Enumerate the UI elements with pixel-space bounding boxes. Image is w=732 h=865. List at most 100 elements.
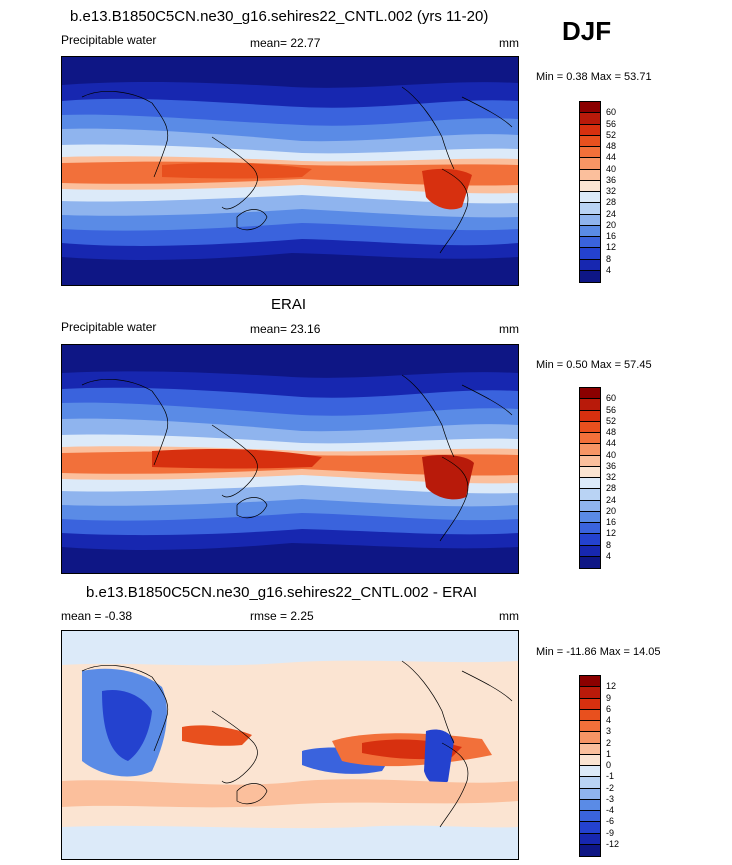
panel-model-units: mm [499, 36, 519, 50]
colorbar-tick-label: 24 [606, 208, 617, 219]
colorbar-swatch [580, 399, 600, 411]
panel-model-minmax: Min = 0.38 Max = 53.71 [536, 71, 652, 83]
colorbar-swatch [580, 444, 600, 456]
colorbar-tick-label: 28 [606, 483, 617, 494]
panel-obs-colorbar-labels: 60 56 52 48 44 40 36 32 28 24 20 16 12 8… [606, 387, 636, 567]
panel-obs-contour-field [62, 345, 518, 573]
colorbar-tick-label: 12 [606, 528, 617, 539]
colorbar-swatch [580, 237, 600, 249]
colorbar-tick-label: 36 [606, 174, 617, 185]
colorbar-tick-label: 56 [606, 118, 617, 129]
colorbar-swatch [580, 822, 600, 834]
colorbar-tick-label: 4 [606, 550, 612, 561]
colorbar-swatch [580, 709, 600, 721]
colorbar-tick-label: 12 [606, 681, 617, 692]
colorbar-tick-label: -6 [606, 816, 615, 827]
colorbar-swatch [580, 833, 600, 845]
colorbar-tick-label: 32 [606, 472, 617, 482]
colorbar-swatch [580, 169, 600, 181]
colorbar-swatch [580, 410, 600, 422]
colorbar-tick-label: 60 [606, 107, 617, 118]
colorbar-swatch [580, 102, 600, 114]
colorbar-tick-label: 56 [606, 404, 617, 415]
colorbar-swatch [580, 500, 600, 512]
season-label: DJF [562, 16, 612, 46]
panel-model-colorbar [579, 101, 601, 283]
colorbar-swatch [580, 455, 600, 467]
panel-obs-minmax: Min = 0.50 Max = 57.45 [536, 359, 652, 371]
colorbar-tick-label: 44 [606, 438, 617, 449]
colorbar-tick-label: 16 [606, 231, 617, 241]
colorbar-tick-label: 48 [606, 141, 617, 151]
colorbar-tick-label: 24 [606, 494, 617, 505]
colorbar-tick-label: 9 [606, 692, 612, 703]
colorbar-tick-label: 3 [606, 726, 612, 737]
panel-diff-title: b.e13.B1850C5CN.ne30_g16.sehires22_CNTL.… [86, 584, 478, 601]
colorbar-swatch [580, 721, 600, 733]
panel-diff-colorbar-labels: 12 9 6 4 3 2 1 0 -1 -2 -3 -4 -6 -9 -12 [606, 675, 636, 855]
colorbar-tick-label: -1 [606, 771, 615, 782]
panel-diff-units: mm [499, 609, 519, 623]
panel-model-contour-field [62, 57, 518, 285]
colorbar-tick-label: 16 [606, 517, 617, 527]
panel-diff-minmax: Min = -11.86 Max = 14.05 [536, 646, 661, 658]
panel-diff-contour-field [62, 631, 518, 859]
colorbar-tick-label: 20 [606, 219, 617, 230]
colorbar-tick-label: -3 [606, 793, 615, 804]
colorbar-swatch [580, 811, 600, 823]
colorbar-tick-label: 20 [606, 505, 617, 516]
colorbar-swatch [580, 214, 600, 226]
colorbar-swatch [580, 534, 600, 546]
colorbar-swatch [580, 478, 600, 490]
colorbar-swatch [580, 489, 600, 501]
colorbar-tick-label: 44 [606, 152, 617, 163]
colorbar-tick-label: 40 [606, 449, 617, 460]
colorbar-tick-label: 60 [606, 393, 617, 404]
panel-diff-rmse: rmse = 2.25 [250, 609, 314, 623]
panel-obs-colorbar [579, 387, 601, 569]
colorbar-tick-label: -9 [606, 827, 615, 838]
colorbar-swatch [580, 388, 600, 400]
panel-obs-mean: mean= 23.16 [250, 322, 321, 336]
colorbar-swatch [580, 743, 600, 755]
panel-diff-map [61, 630, 519, 860]
colorbar-swatch [580, 124, 600, 136]
colorbar-swatch [580, 732, 600, 744]
panel-obs-title: ERAI [271, 296, 307, 313]
colorbar-tick-label: 36 [606, 460, 617, 471]
colorbar-swatch [580, 421, 600, 433]
colorbar-tick-label: 8 [606, 253, 612, 264]
panel-model-variable-label: Precipitable water [61, 33, 157, 47]
colorbar-tick-label: 52 [606, 415, 617, 426]
colorbar-swatch [580, 754, 600, 766]
colorbar-tick-label: 0 [606, 760, 612, 770]
panel-obs-units: mm [499, 322, 519, 336]
panel-model-mean: mean= 22.77 [250, 36, 321, 50]
colorbar-swatch [580, 225, 600, 237]
colorbar-tick-label: 1 [606, 748, 612, 759]
colorbar-swatch [580, 158, 600, 170]
colorbar-tick-label: 4 [606, 715, 612, 725]
colorbar-swatch [580, 545, 600, 557]
colorbar-tick-label: -2 [606, 782, 615, 793]
colorbar-swatch [580, 687, 600, 699]
panel-diff-colorbar [579, 675, 601, 857]
panel-model-map [61, 56, 519, 286]
colorbar-swatch [580, 433, 600, 445]
colorbar-swatch [580, 556, 600, 568]
panel-model-title: b.e13.B1850C5CN.ne30_g16.sehires22_CNTL.… [70, 8, 489, 25]
colorbar-swatch [580, 523, 600, 535]
colorbar-tick-label: 8 [606, 539, 612, 550]
colorbar-swatch [580, 192, 600, 204]
colorbar-swatch [580, 766, 600, 778]
colorbar-swatch [580, 466, 600, 478]
colorbar-tick-label: 52 [606, 129, 617, 140]
colorbar-tick-label: 28 [606, 197, 617, 208]
colorbar-swatch [580, 698, 600, 710]
colorbar-swatch [580, 113, 600, 125]
colorbar-tick-label: -4 [606, 805, 615, 815]
colorbar-tick-label: 32 [606, 186, 617, 196]
panel-obs-map [61, 344, 519, 574]
colorbar-tick-label: 2 [606, 737, 612, 748]
colorbar-tick-label: 6 [606, 703, 612, 714]
